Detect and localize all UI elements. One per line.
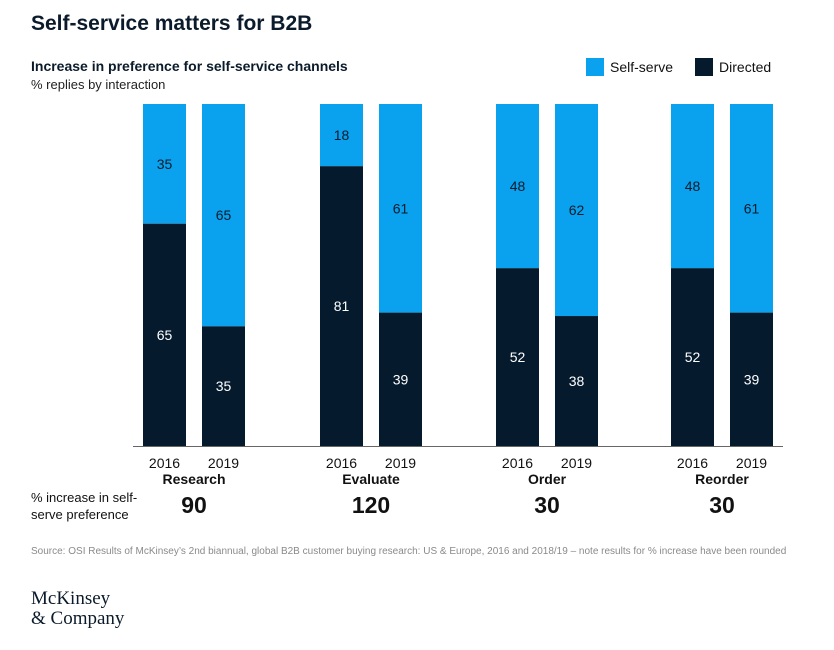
data-label-order-2019-directed: 38 [569,373,585,389]
bar-evaluate-2016-self-serve [320,104,363,167]
tick-label-research-2019: 2019 [208,455,239,471]
data-label-research-2019-self-serve: 65 [216,207,232,223]
mckinsey-logo: McKinsey & Company [31,589,124,629]
data-label-research-2016-directed: 65 [157,327,173,343]
category-label-evaluate: Evaluate [342,471,400,487]
data-label-reorder-2016-directed: 52 [685,349,701,365]
page-title: Self-service matters for B2B [31,12,313,35]
chart-title: Increase in preference for self-service … [31,58,348,74]
increase-value-reorder: 30 [709,492,735,518]
legend-item-directed: Directed [695,58,771,76]
source-note: Source: OSI Results of McKinsey’s 2nd bi… [31,546,787,557]
data-label-evaluate-2019-directed: 39 [393,371,409,387]
bar-order-2019-directed [555,316,598,446]
data-label-evaluate-2019-self-serve: 61 [393,200,409,216]
data-label-reorder-2019-directed: 39 [744,371,760,387]
bar-research-2016-self-serve [143,104,186,224]
data-label-order-2019-self-serve: 62 [569,202,585,218]
bar-reorder-2016-directed [671,268,714,446]
data-label-research-2019-directed: 35 [216,378,232,394]
increase-value-research: 90 [181,492,207,518]
bar-order-2019-self-serve [555,104,598,317]
category-label-research: Research [162,471,225,487]
legend: Self-serve Directed [586,58,793,76]
bar-reorder-2016-self-serve [671,104,714,269]
legend-swatch-self-serve [586,58,604,76]
data-label-order-2016-directed: 52 [510,349,526,365]
bar-evaluate-2016-directed [320,166,363,446]
tick-label-evaluate-2016: 2016 [326,455,357,471]
increase-row-label: % increase in self-serve preference [31,490,138,522]
legend-swatch-directed [695,58,714,76]
data-label-research-2016-self-serve: 35 [157,156,173,172]
tick-label-reorder-2019: 2019 [736,455,767,471]
data-label-reorder-2016-self-serve: 48 [685,178,701,194]
bar-order-2016-self-serve [496,104,539,269]
legend-label-self-serve: Self-serve [610,59,674,75]
bar-reorder-2019-self-serve [730,104,773,313]
tick-label-order-2019: 2019 [561,455,592,471]
increase-value-evaluate: 120 [352,492,390,518]
logo-line-1: McKinsey [31,588,111,609]
bar-research-2019-directed [202,326,245,446]
tick-label-reorder-2016: 2016 [677,455,708,471]
category-label-reorder: Reorder [695,471,749,487]
bar-research-2019-self-serve [202,104,245,327]
tick-label-order-2016: 2016 [502,455,533,471]
bar-evaluate-2019-directed [379,312,422,446]
category-label-order: Order [528,471,567,487]
data-label-reorder-2019-self-serve: 61 [744,200,760,216]
data-label-evaluate-2016-self-serve: 18 [334,127,350,143]
legend-label-directed: Directed [719,59,772,75]
stacked-bar-chart: 3565201665352019Research9018812016613920… [133,104,783,518]
logo-line-2: & Company [31,608,125,629]
tick-label-research-2016: 2016 [149,455,180,471]
bar-order-2016-directed [496,268,539,446]
chart-subtitle: % replies by interaction [31,77,166,92]
increase-value-order: 30 [534,492,560,518]
bar-evaluate-2019-self-serve [379,104,422,313]
bar-research-2016-directed [143,223,186,446]
legend-item-self-serve: Self-serve [586,58,673,76]
tick-label-evaluate-2019: 2019 [385,455,416,471]
data-label-evaluate-2016-directed: 81 [334,298,350,314]
data-label-order-2016-self-serve: 48 [510,178,526,194]
bar-reorder-2019-directed [730,312,773,446]
